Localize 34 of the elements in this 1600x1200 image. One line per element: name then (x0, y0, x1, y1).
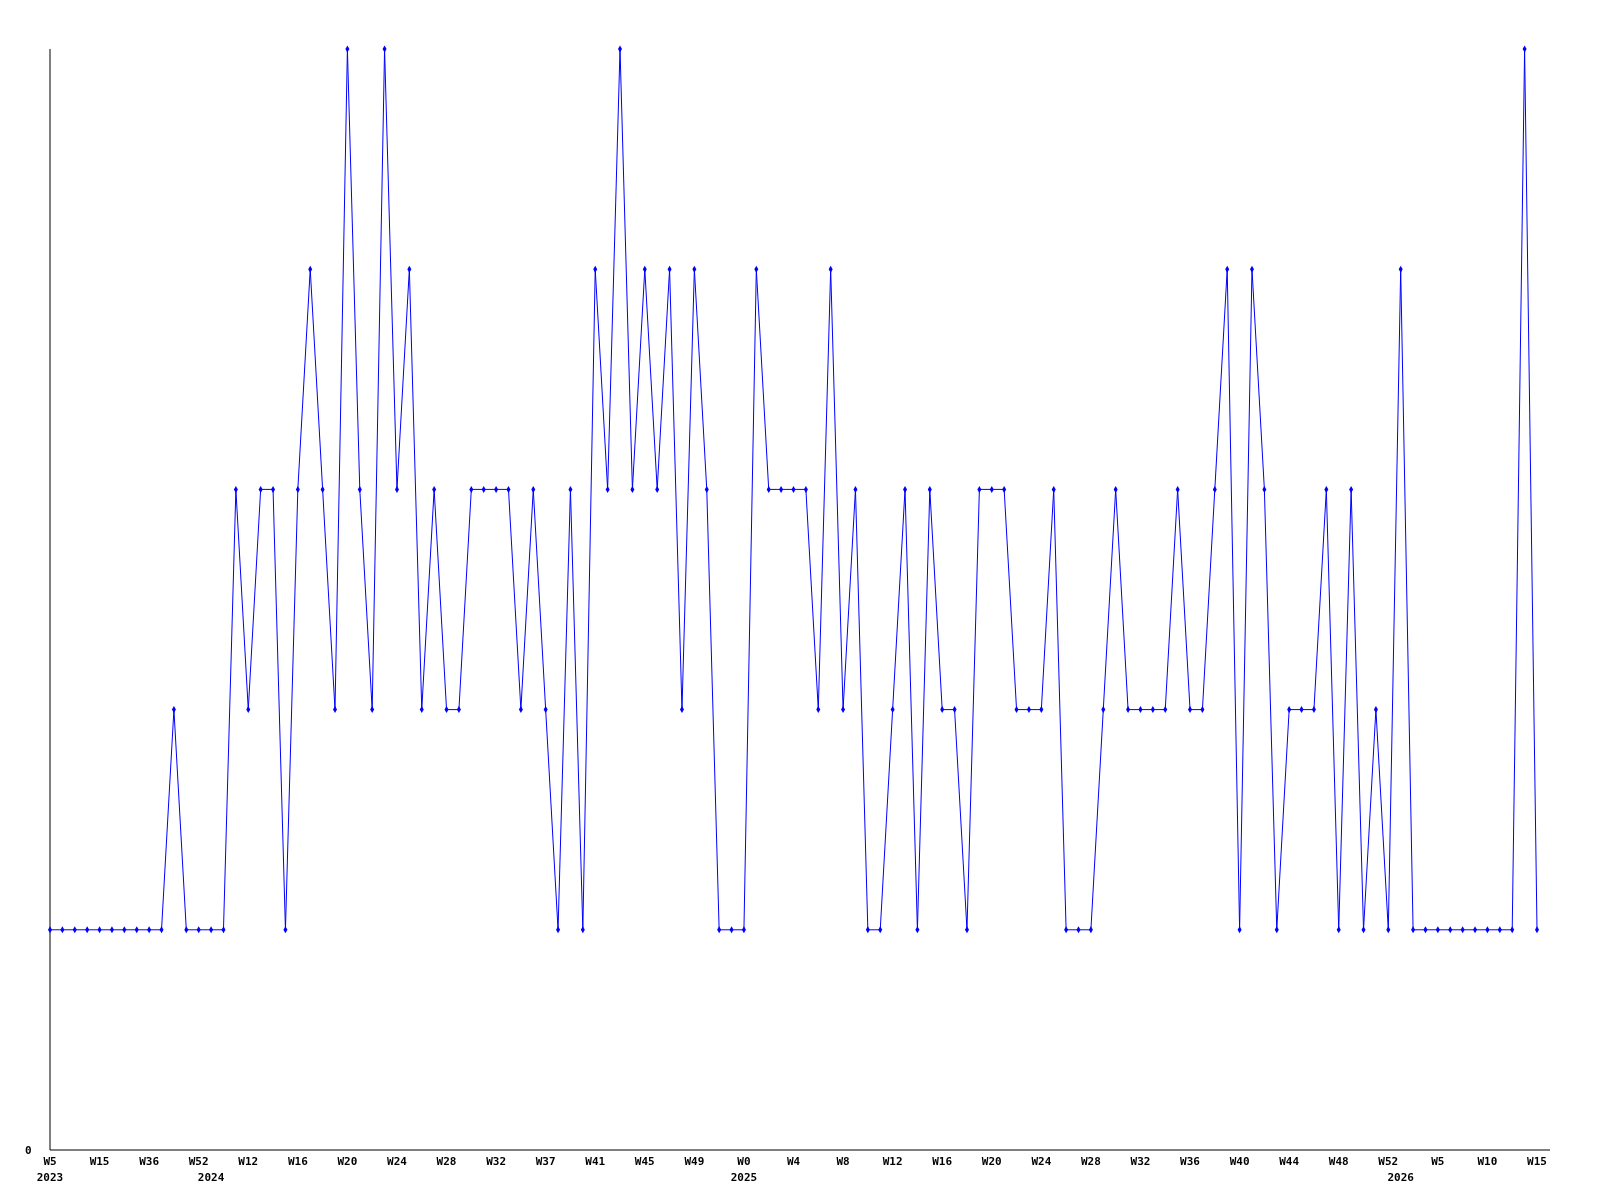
x-tick-label: W36 (139, 1155, 160, 1168)
x-tick-label: W20 (337, 1155, 358, 1168)
x-tick-label: W4 (786, 1155, 801, 1168)
x-tick-label: W28 (1080, 1155, 1101, 1168)
x-tick-label: W45 (634, 1155, 655, 1168)
x-tick-label: W5 (1431, 1155, 1445, 1168)
x-tick-label: W24 (387, 1155, 408, 1168)
x-tick-label: W32 (486, 1155, 507, 1168)
x-tick-label: W12 (238, 1155, 259, 1168)
x-tick-label: W48 (1328, 1155, 1349, 1168)
x-tick-label: 2024 (197, 1171, 225, 1184)
x-tick-label: W16 (932, 1155, 953, 1168)
x-tick-label: W28 (436, 1155, 457, 1168)
x-tick-label: W10 (1477, 1155, 1498, 1168)
x-tick-label: W0 2025 (730, 1155, 758, 1184)
x-tick-label: W40 (1229, 1155, 1250, 1168)
x-tick-label: W8 (836, 1155, 850, 1168)
x-tick-label: 2026 (1387, 1171, 1415, 1184)
x-tick-label: W44 (1279, 1155, 1300, 1168)
x-tick-label: W15 (1527, 1155, 1547, 1168)
x-tick-label: W37 (535, 1155, 556, 1168)
x-tick-label: W5 2023 (36, 1155, 64, 1184)
x-tick-label: W16 (287, 1155, 309, 1168)
x-tick-label: W24 (1031, 1155, 1052, 1168)
x-tick-label: W49 (684, 1155, 705, 1168)
x-tick-label: W52 (1378, 1155, 1399, 1168)
text: 0 (25, 1144, 32, 1157)
x-tick-label: W32 (1130, 1155, 1151, 1168)
x-tick-label: W52 (188, 1155, 209, 1168)
x-tick-label: W12 (882, 1155, 903, 1168)
x-tick-label: W41 (585, 1155, 606, 1168)
x-tick-label: W15 (89, 1155, 110, 1168)
x-tick-label: W20 (981, 1155, 1002, 1168)
x-tick-label: W36 (1180, 1155, 1201, 1168)
